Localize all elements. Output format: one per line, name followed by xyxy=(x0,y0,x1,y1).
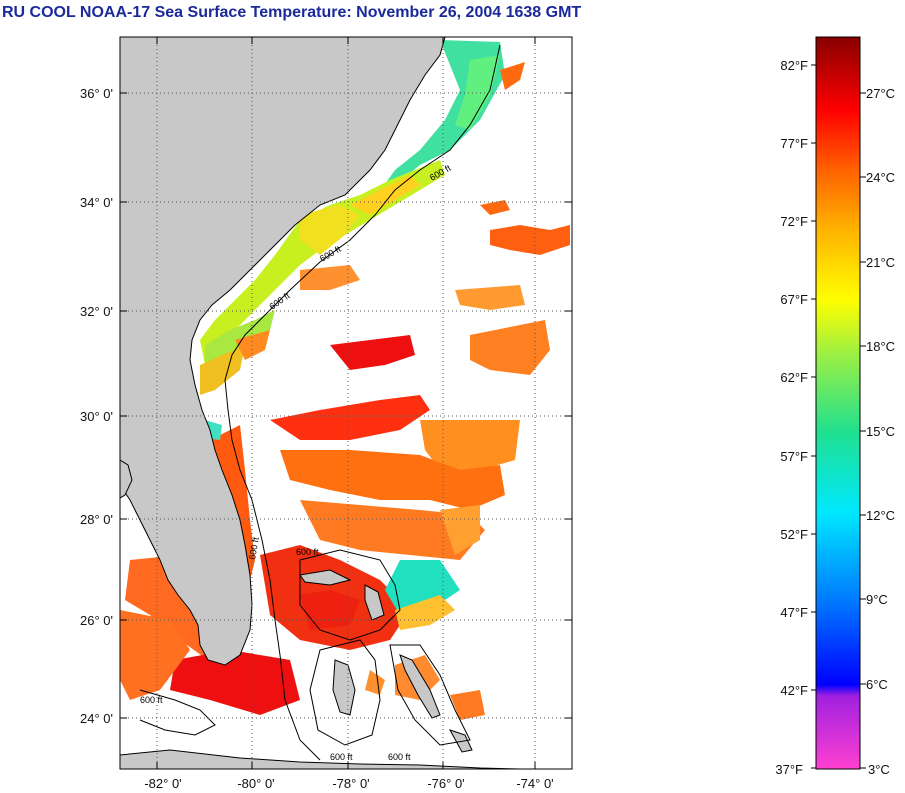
lat-label: 32° 0' xyxy=(80,304,113,319)
land-abaco xyxy=(364,584,385,621)
land-mass-southeast-us xyxy=(120,37,446,666)
contour-label: 600 ft xyxy=(330,752,353,762)
lat-label: 26° 0' xyxy=(80,613,113,628)
colorbar-f-ticks xyxy=(811,64,816,769)
latitude-labels: 36° 0' 34° 0' 32° 0' 30° 0' 28° 0' 26° 0… xyxy=(80,86,113,726)
longitude-labels: -82° 0' -80° 0' -78° 0' -76° 0' -74° 0' xyxy=(144,776,553,791)
colorbar-gradient xyxy=(815,36,861,770)
colorbar-f-label: 72°F xyxy=(780,214,808,229)
land-eleuthera xyxy=(399,654,441,719)
contour-label: 600 ft xyxy=(388,752,411,762)
land-cuba xyxy=(120,749,521,769)
lat-label: 30° 0' xyxy=(80,409,113,424)
contour-label: 600 ft xyxy=(296,547,319,557)
lon-label: -78° 0' xyxy=(332,776,369,791)
contour-label: 600 ft xyxy=(247,536,261,560)
isobath-contours xyxy=(139,44,501,761)
map-title: RU COOL NOAA-17 Sea Surface Temperature:… xyxy=(2,4,582,21)
colorbar-c-label: 3°C xyxy=(868,762,890,777)
lon-label: -76° 0' xyxy=(427,776,464,791)
colorbar-c-label: 6°C xyxy=(866,677,888,692)
plot-frame xyxy=(119,36,573,770)
colorbar-c-label: 9°C xyxy=(866,592,888,607)
colorbar-f-label: 37°F xyxy=(775,762,803,777)
colorbar-c-label: 15°C xyxy=(866,424,895,439)
land-grand-bahama xyxy=(299,569,352,586)
colorbar-c-label: 24°C xyxy=(866,170,895,185)
graticule xyxy=(120,37,572,769)
axis-ticks xyxy=(120,37,572,769)
lat-label: 36° 0' xyxy=(80,86,113,101)
colorbar-c-label: 21°C xyxy=(866,255,895,270)
lon-label: -74° 0' xyxy=(516,776,553,791)
colorbar-c-label: 12°C xyxy=(866,508,895,523)
colorbar-f-label: 42°F xyxy=(780,683,808,698)
colorbar-c-ticks xyxy=(860,92,866,769)
colorbar-f-label: 77°F xyxy=(780,136,808,151)
lat-label: 28° 0' xyxy=(80,512,113,527)
colorbar-f-label: 52°F xyxy=(780,527,808,542)
colorbar-f-label: 47°F xyxy=(780,605,808,620)
lat-label: 34° 0' xyxy=(80,195,113,210)
colorbar-f-label: 57°F xyxy=(780,449,808,464)
lat-label: 24° 0' xyxy=(80,711,113,726)
colorbar-f-label: 82°F xyxy=(780,58,808,73)
map-plot-area: 600 ft 600 ft 600 ft 600 ft 600 ft 600 f… xyxy=(120,37,572,769)
temperature-colorbar: 82°F 77°F 72°F 67°F 62°F 57°F 52°F 47°F … xyxy=(775,36,895,777)
lon-label: -82° 0' xyxy=(144,776,181,791)
colorbar-f-label: 67°F xyxy=(780,292,808,307)
colorbar-c-label: 18°C xyxy=(866,339,895,354)
contour-label: 600 ft xyxy=(140,695,163,705)
colorbar-c-label: 27°C xyxy=(866,86,895,101)
land-gulf-coast xyxy=(120,459,133,499)
colorbar-f-label: 62°F xyxy=(780,370,808,385)
lon-label: -80° 0' xyxy=(237,776,274,791)
